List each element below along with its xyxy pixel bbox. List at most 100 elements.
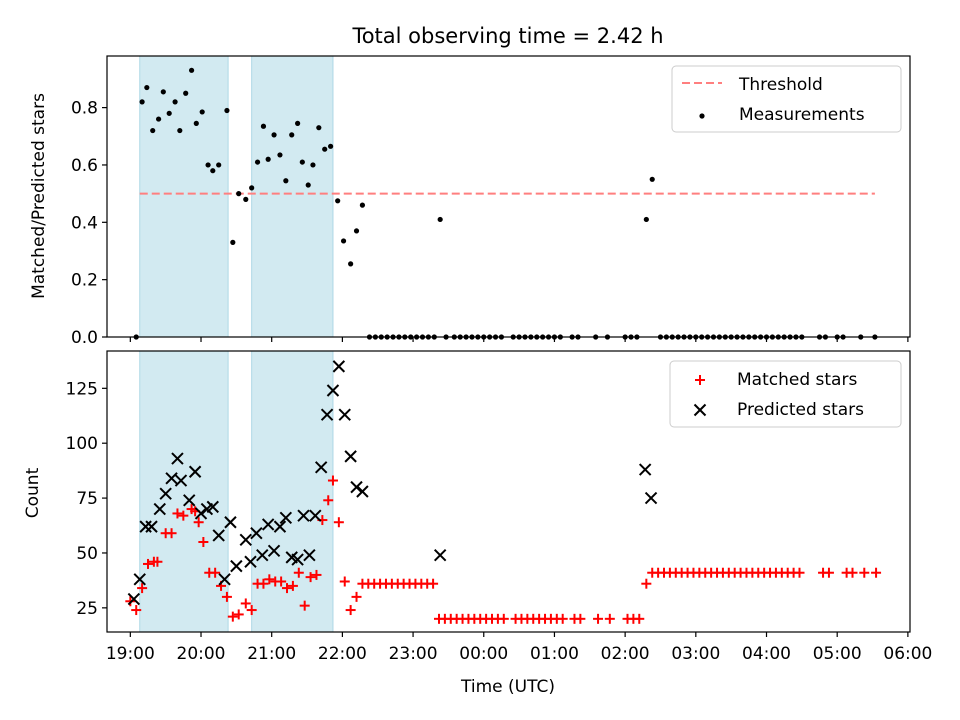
legend-measurements-swatch — [699, 113, 705, 119]
matched-stars-series — [125, 475, 882, 624]
time-x-tick-label: 02:00 — [601, 644, 650, 664]
time-x-ticks: 19:00 20:00 21:00 22:00 23:00 00:00 01:00 02:00… — [106, 632, 932, 664]
matched-star-point — [233, 609, 244, 620]
predicted-star-point — [267, 544, 281, 557]
cross-b — [133, 573, 146, 586]
predicted-star-point — [356, 485, 369, 498]
measurement-point — [144, 84, 150, 91]
ratio-y-tick-label: 0.8 — [71, 99, 98, 119]
measurement-point — [260, 123, 267, 129]
count-plot: 25 50 75 100 125 19:00 20:00 21:00 22:00 23:00 00… — [23, 350, 932, 697]
ratio-plot-frame — [106, 55, 911, 338]
measurement-point — [299, 159, 305, 165]
predicted-star-point — [188, 465, 202, 478]
predicted-star-point — [194, 507, 208, 520]
cross-b — [338, 408, 351, 421]
measurement-point — [335, 198, 341, 204]
measurement-point — [310, 162, 316, 168]
predicted-star-point — [297, 509, 310, 522]
cross-b — [174, 474, 188, 487]
matched-star-point — [333, 517, 344, 528]
legend-threshold-label: Threshold — [738, 75, 823, 95]
predicted-stars-series — [127, 360, 658, 606]
cross-b — [183, 494, 196, 507]
measurement-point — [188, 67, 195, 73]
cross-b — [267, 544, 281, 557]
predicted-star-point — [279, 511, 293, 525]
predicted-star-point — [127, 592, 141, 606]
ratio-x-ticks — [129, 337, 909, 342]
ratio-y-tick-label: 0.4 — [71, 213, 98, 233]
predicted-star-point — [433, 548, 447, 562]
matched-star-point — [557, 613, 568, 624]
predicted-star-point — [212, 529, 225, 542]
matched-star-point — [305, 572, 316, 583]
matched-star-point — [258, 578, 269, 589]
count-plot-frame — [106, 350, 911, 633]
cross-b — [153, 502, 166, 516]
ratio-y-ticks: 0.0 0.2 0.4 0.6 0.8 — [71, 99, 107, 348]
time-x-axis-label: Time (UTC) — [460, 677, 555, 697]
time-x-tick-label: 01:00 — [530, 644, 579, 664]
measurement-point — [348, 261, 354, 267]
legend-predicted-label: Predicted stars — [737, 400, 864, 420]
predicted-star-point — [320, 408, 334, 421]
matched-star-point — [246, 605, 257, 616]
predicted-star-point — [133, 573, 146, 586]
predicted-star-point — [250, 527, 263, 540]
cross-b — [188, 465, 202, 478]
matched-star-point — [227, 611, 238, 622]
predicted-star-point — [291, 553, 304, 566]
matched-star-point — [847, 567, 858, 578]
matched-star-point — [604, 613, 615, 624]
predicted-star-point — [638, 463, 652, 476]
predicted-star-point — [303, 548, 316, 562]
time-x-tick-label: 06:00 — [883, 644, 932, 664]
time-x-tick-label: 21:00 — [247, 644, 296, 664]
legend-measurements-label: Measurements — [739, 105, 865, 125]
measurement-point — [199, 109, 205, 115]
ratio-y-axis-label: Matched/Predicted stars — [29, 93, 49, 299]
cross-b — [314, 461, 328, 474]
measurement-point — [216, 162, 222, 168]
measurement-point — [150, 127, 156, 134]
chart-title: Total observing time = 2.42 h — [351, 24, 663, 48]
measurement-point — [649, 176, 655, 182]
top-observing-windows — [139, 55, 334, 338]
matched-star-point — [641, 578, 652, 589]
measurement-point — [316, 125, 322, 131]
matched-star-point — [282, 583, 293, 594]
cross-b — [320, 408, 334, 421]
predicted-star-point — [183, 494, 196, 507]
time-x-tick-label: 23:00 — [389, 644, 438, 664]
cross-b — [145, 520, 158, 533]
cross-b — [644, 491, 658, 505]
cross-b — [350, 480, 363, 494]
measurement-point — [177, 127, 183, 134]
cross-b — [638, 463, 652, 476]
cross-b — [159, 487, 172, 500]
predicted-star-point — [350, 480, 363, 494]
time-x-tick-label: 20:00 — [177, 644, 226, 664]
cross-b — [218, 573, 231, 586]
cross-b — [279, 511, 293, 525]
legend-matched-swatch — [695, 375, 705, 385]
measurement-point — [277, 152, 283, 158]
legend-matched-label: Matched stars — [737, 370, 857, 390]
matched-star-point — [287, 580, 298, 591]
predicted-star-point — [159, 487, 172, 500]
matched-star-point — [264, 574, 275, 585]
time-x-tick-label: 00:00 — [459, 644, 508, 664]
cross-b — [356, 485, 369, 498]
measurement-point — [249, 185, 255, 191]
legend-cross-marker — [693, 403, 707, 417]
measurement-point — [437, 216, 443, 223]
cross-b — [139, 520, 152, 533]
cross-b — [239, 533, 252, 547]
measurement-point — [205, 162, 211, 168]
matched-star-point — [193, 517, 204, 528]
cross-b — [326, 384, 340, 397]
matched-star-point — [575, 613, 586, 624]
matched-star-point — [137, 583, 148, 594]
legend-predicted-swatch — [693, 403, 707, 417]
